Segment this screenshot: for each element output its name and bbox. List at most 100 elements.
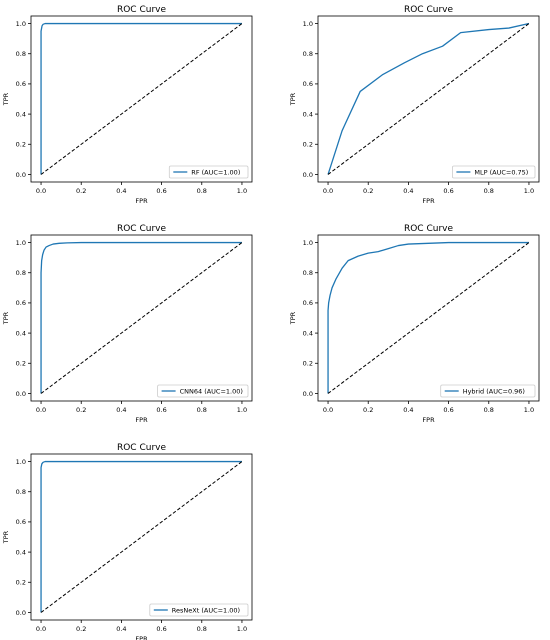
y-tick-label: 0.6 [16,299,26,307]
x-tick-label: 0.2 [363,406,373,414]
x-tick-label: 0.4 [403,187,413,195]
legend-label: Hybrid (AUC=0.96) [463,387,525,395]
y-tick-label: 0.8 [303,50,313,58]
y-tick-label: 0.6 [303,80,313,88]
x-tick-label: 0.2 [76,406,86,414]
x-axis-label: FPR [135,197,148,205]
y-tick-label: 1.0 [303,239,313,247]
y-axis-label: TPR [289,311,297,325]
x-tick-label: 0.6 [443,187,453,195]
y-tick-label: 0.2 [303,141,313,149]
x-tick-label: 0.2 [76,187,86,195]
y-axis-label: TPR [2,530,10,544]
y-tick-label: 1.0 [16,20,26,28]
legend-label: MLP (AUC=0.75) [474,168,528,176]
x-tick-label: 0.6 [156,625,166,633]
y-tick-label: 0.6 [16,518,26,526]
y-tick-label: 0.0 [303,171,313,179]
legend: CNN64 (AUC=1.00) [157,384,249,398]
x-tick-label: 0.8 [484,406,494,414]
chart-title: ROC Curve [117,5,166,15]
chance-diagonal-line [327,242,530,394]
x-tick-label: 1.0 [237,625,247,633]
x-tick-label: 1.0 [524,187,534,195]
legend-box [149,603,249,617]
chance-diagonal-line [40,23,243,175]
roc-curve-line [327,241,529,394]
x-tick-label: 0.6 [156,187,166,195]
chance-diagonal-line [40,242,243,394]
legend-box [451,165,536,179]
x-tick-label: 1.0 [237,406,247,414]
roc-chart-5: ROC Curve 0.0 0.2 0.4 0.6 0.8 1.0 0.0 0.2 0.4 0.6 0… [2,443,253,640]
y-tick-label: 0.4 [303,110,313,118]
roc-chart-3: ROC Curve 0.0 0.2 0.4 0.6 0.8 1.0 0.0 0.2 0.4 0.6 0… [2,224,253,424]
x-tick-label: 0.8 [484,187,494,195]
legend: ResNeXt (AUC=1.00) [149,603,249,617]
y-tick-label: 0.8 [303,269,313,277]
y-tick-label: 0.2 [16,579,26,587]
legend-box [168,165,249,179]
chart-title: ROC Curve [117,224,166,234]
y-tick-label: 0.4 [16,329,26,337]
chart-title: ROC Curve [117,443,166,453]
x-tick-label: 0.0 [36,187,46,195]
x-tick-label: 0.2 [76,625,86,633]
y-tick-label: 1.0 [303,20,313,28]
y-tick-label: 0.8 [16,50,26,58]
x-tick-label: 0.0 [36,406,46,414]
y-tick-label: 0.0 [16,171,26,179]
y-axis-label: TPR [289,92,297,106]
x-tick-label: 0.0 [323,187,333,195]
x-tick-label: 0.0 [323,406,333,414]
y-tick-label: 0.6 [16,80,26,88]
plot-area-frame [30,453,253,621]
y-axis-label: TPR [2,92,10,106]
legend: Hybrid (AUC=0.96) [440,384,536,398]
y-tick-label: 0.8 [16,488,26,496]
plot-area-frame [317,234,540,402]
y-tick-label: 1.0 [16,239,26,247]
y-tick-label: 0.2 [16,141,26,149]
x-tick-label: 0.6 [156,406,166,414]
y-tick-label: 0.4 [16,548,26,556]
x-tick-label: 0.8 [197,625,207,633]
y-tick-label: 0.6 [303,299,313,307]
y-tick-label: 0.2 [303,360,313,368]
chart-title: ROC Curve [404,224,453,234]
roc-curve-line [40,241,242,394]
x-tick-label: 0.4 [116,187,126,195]
roc-chart-2: ROC Curve 0.0 0.2 0.4 0.6 0.8 1.0 0.0 0.2 0.4 0.6 0… [289,5,540,205]
x-tick-label: 0.4 [116,625,126,633]
roc-chart-1: ROC Curve 0.0 0.2 0.4 0.6 0.8 1.0 0.0 0.2 0.4 0.6 0… [2,5,253,205]
y-tick-label: 0.4 [303,329,313,337]
x-axis-label: FPR [135,635,148,640]
x-tick-label: 0.2 [363,187,373,195]
legend: RF (AUC=1.00) [168,165,249,179]
legend-label: RF (AUC=1.00) [191,168,240,176]
legend-box [440,384,536,398]
roc-chart-4: ROC Curve 0.0 0.2 0.4 0.6 0.8 1.0 0.0 0.2 0.4 0.6 0… [289,224,540,424]
x-tick-label: 1.0 [524,406,534,414]
chance-diagonal-line [40,461,243,613]
y-tick-label: 0.0 [16,390,26,398]
x-tick-label: 0.8 [197,187,207,195]
y-tick-label: 0.4 [16,110,26,118]
y-tick-label: 1.0 [16,458,26,466]
chart-title: ROC Curve [404,5,453,15]
plot-area-frame [30,234,253,402]
y-tick-label: 0.2 [16,360,26,368]
legend-label: ResNeXt (AUC=1.00) [172,606,240,614]
x-axis-label: FPR [422,416,435,424]
y-tick-label: 0.8 [16,269,26,277]
x-axis-label: FPR [135,416,148,424]
legend-label: CNN64 (AUC=1.00) [180,387,243,395]
roc-curve-line [327,22,530,175]
x-tick-label: 0.8 [197,406,207,414]
x-tick-label: 1.0 [237,187,247,195]
legend-box [157,384,249,398]
y-axis-label: TPR [2,311,10,325]
x-tick-label: 0.6 [443,406,453,414]
y-tick-label: 0.0 [303,390,313,398]
